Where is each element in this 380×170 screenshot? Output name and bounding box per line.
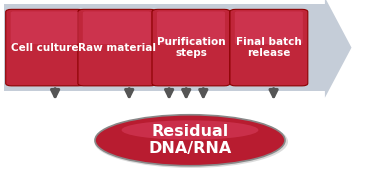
FancyArrowPatch shape bbox=[51, 89, 59, 97]
Text: Cell culture: Cell culture bbox=[11, 43, 78, 53]
FancyArrowPatch shape bbox=[270, 89, 277, 97]
Text: Raw material: Raw material bbox=[78, 43, 156, 53]
Polygon shape bbox=[325, 0, 352, 98]
Text: Residual
DNA/RNA: Residual DNA/RNA bbox=[148, 124, 232, 156]
FancyArrowPatch shape bbox=[165, 89, 173, 97]
Text: Purification
steps: Purification steps bbox=[157, 37, 225, 58]
FancyBboxPatch shape bbox=[11, 11, 79, 44]
FancyBboxPatch shape bbox=[78, 9, 156, 86]
FancyBboxPatch shape bbox=[230, 9, 308, 86]
FancyArrowPatch shape bbox=[125, 89, 133, 97]
Ellipse shape bbox=[95, 115, 285, 166]
FancyBboxPatch shape bbox=[83, 11, 151, 44]
Ellipse shape bbox=[122, 120, 258, 140]
FancyBboxPatch shape bbox=[235, 11, 303, 44]
FancyBboxPatch shape bbox=[152, 9, 230, 86]
FancyBboxPatch shape bbox=[6, 9, 84, 86]
FancyBboxPatch shape bbox=[4, 4, 325, 91]
FancyBboxPatch shape bbox=[157, 11, 225, 44]
FancyArrowPatch shape bbox=[182, 89, 190, 97]
FancyArrowPatch shape bbox=[200, 89, 207, 97]
Text: Final batch
release: Final batch release bbox=[236, 37, 302, 58]
Ellipse shape bbox=[94, 115, 288, 168]
